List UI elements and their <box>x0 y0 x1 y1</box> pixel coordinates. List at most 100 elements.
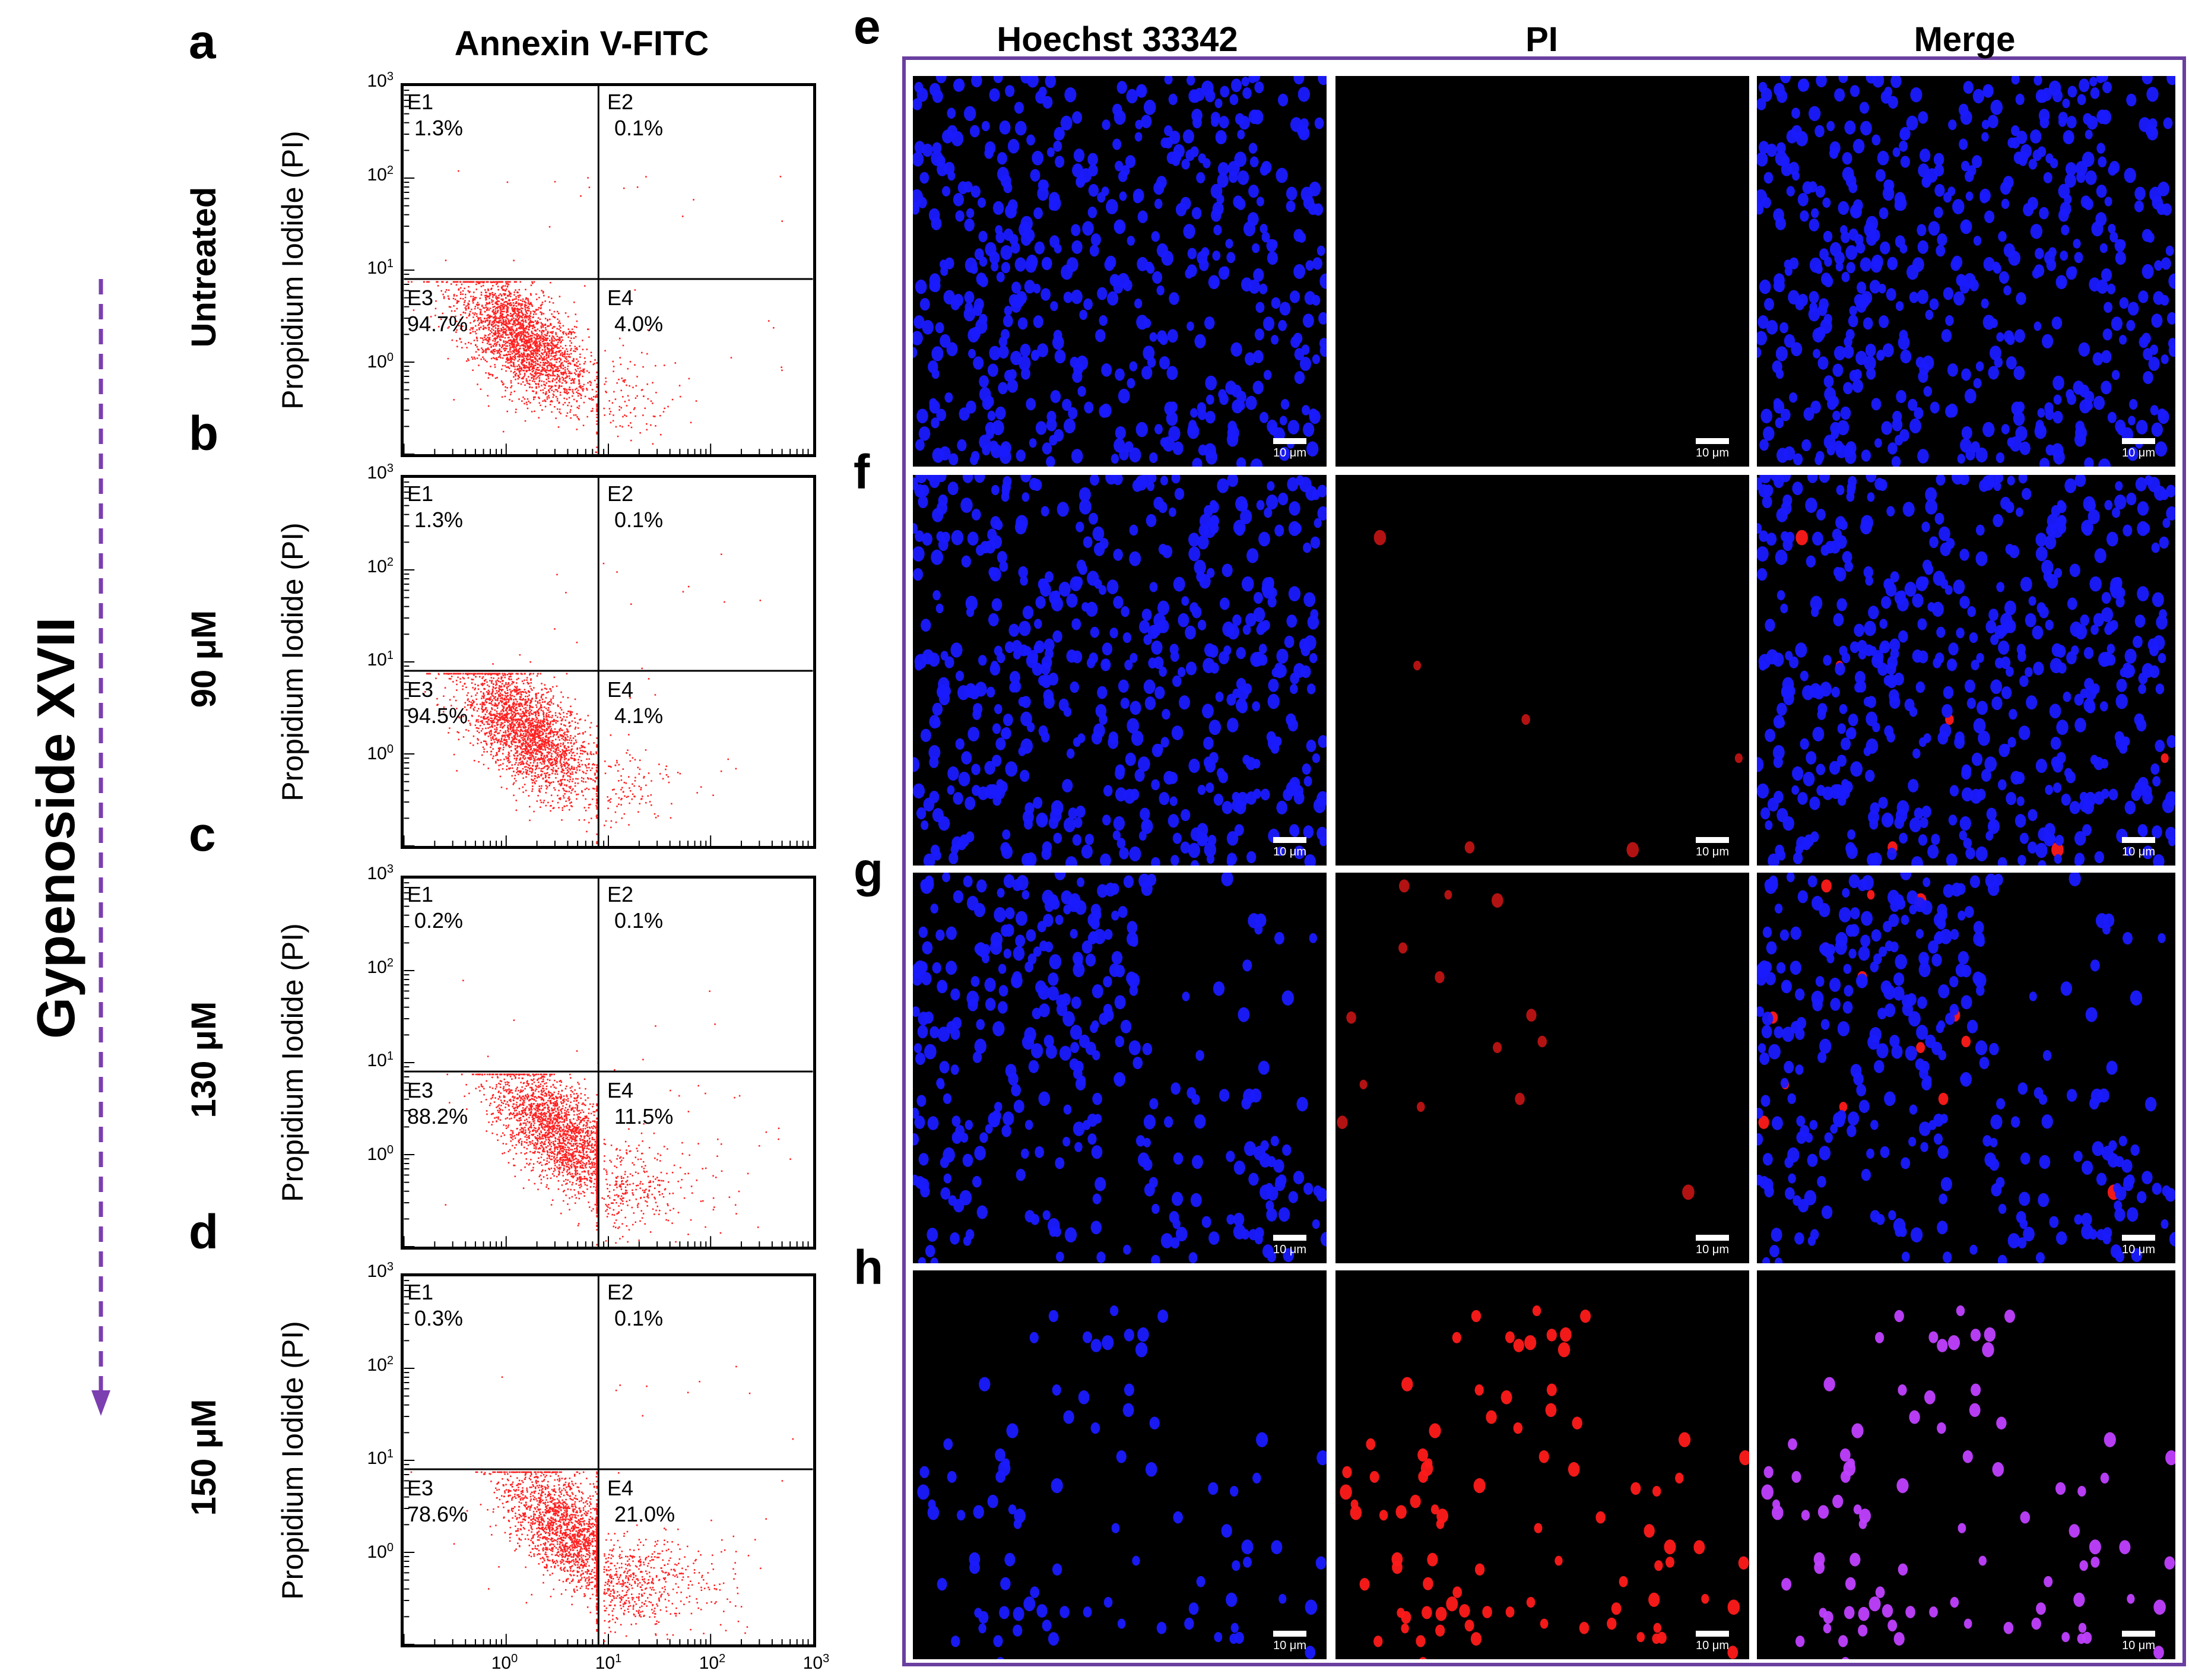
event-dot <box>450 283 452 285</box>
event-dot <box>515 350 518 353</box>
event-dot <box>547 737 549 739</box>
event-dot <box>464 702 467 704</box>
event-dot <box>573 325 576 328</box>
event-dot <box>507 695 509 697</box>
cell-nucleus <box>2090 87 2100 99</box>
event-dot <box>559 340 560 342</box>
event-dot <box>513 323 515 325</box>
event-dot <box>583 285 586 287</box>
event-dot <box>516 344 518 347</box>
cell-nucleus <box>1188 89 1200 103</box>
event-dot <box>523 352 525 354</box>
event-dot <box>566 415 567 417</box>
event-dot <box>536 353 538 354</box>
event-dot <box>556 328 558 329</box>
cell-nucleus <box>1241 77 1249 87</box>
event-dot <box>566 390 568 392</box>
event-dot <box>500 328 502 329</box>
cell-nucleus <box>1943 192 1952 203</box>
cell-nucleus <box>1953 291 1965 306</box>
event-dot <box>525 771 527 773</box>
event-dot <box>448 732 449 734</box>
event-dot <box>459 319 461 321</box>
cell-nucleus <box>1026 134 1035 146</box>
cell-nucleus <box>998 345 1009 359</box>
event-dot <box>543 381 545 383</box>
cell-nucleus <box>1934 207 1943 218</box>
cell-nucleus <box>2028 159 2037 170</box>
cell-nucleus <box>1829 141 1841 155</box>
event-dot <box>515 699 517 700</box>
event-dot <box>502 327 505 328</box>
event-dot <box>592 408 594 410</box>
event-dot <box>529 725 532 728</box>
event-dot <box>528 682 530 684</box>
event-dot <box>483 740 485 742</box>
event-dot <box>495 283 497 286</box>
event-dot <box>529 316 531 318</box>
cell-nucleus <box>1160 137 1169 148</box>
event-dot <box>510 386 512 389</box>
cell-nucleus <box>1169 292 1179 305</box>
event-dot <box>541 740 543 743</box>
cell-nucleus <box>1844 120 1856 135</box>
event-dot <box>574 755 576 757</box>
event-dot <box>491 294 494 296</box>
event-dot <box>529 752 531 755</box>
event-dot <box>551 385 553 388</box>
event-dot <box>622 416 624 418</box>
cell-nucleus <box>953 193 964 207</box>
cell-nucleus <box>1309 410 1321 424</box>
event-dot <box>579 353 581 356</box>
event-dot <box>529 346 532 348</box>
event-dot <box>569 737 572 739</box>
event-dot <box>497 289 499 291</box>
event-dot <box>588 336 590 338</box>
cell-nucleus <box>2003 243 2015 258</box>
event-dot <box>538 337 540 340</box>
event-dot <box>541 332 543 334</box>
event-dot <box>554 316 556 319</box>
event-dot <box>535 387 537 389</box>
event-dot <box>496 674 498 676</box>
event-dot <box>480 388 482 390</box>
event-dot <box>532 779 535 781</box>
event-dot <box>564 762 566 765</box>
cell-nucleus <box>979 275 988 287</box>
event-dot <box>566 348 567 350</box>
event-dot <box>556 335 559 337</box>
cell-nucleus <box>1071 289 1083 305</box>
event-dot <box>516 313 518 315</box>
event-dot <box>554 180 556 183</box>
event-dot <box>510 304 513 306</box>
event-dot <box>542 337 544 340</box>
cell-nucleus <box>1309 181 1321 196</box>
cell-nucleus <box>1014 102 1024 114</box>
event-dot <box>554 406 556 408</box>
event-dot <box>516 342 519 344</box>
event-dot <box>569 372 572 375</box>
event-dot <box>519 356 521 358</box>
event-dot <box>543 356 545 358</box>
event-dot <box>527 366 529 368</box>
event-dot <box>456 345 458 348</box>
event-dot <box>557 318 559 321</box>
event-dot <box>530 321 532 322</box>
event-dot <box>565 752 567 755</box>
event-dot <box>529 762 532 764</box>
event-dot <box>592 787 594 790</box>
event-dot <box>526 315 528 318</box>
event-dot <box>436 698 438 700</box>
event-dot <box>489 294 491 296</box>
event-dot <box>531 360 534 363</box>
event-dot <box>503 698 506 699</box>
event-dot <box>512 330 514 332</box>
cell-nucleus <box>1113 219 1126 234</box>
event-dot <box>596 406 598 408</box>
event-dot <box>541 345 543 347</box>
event-dot <box>644 407 646 410</box>
event-dot <box>544 687 546 689</box>
event-dot <box>525 748 527 750</box>
event-dot <box>445 289 448 291</box>
cell-nucleus <box>1797 78 1809 92</box>
